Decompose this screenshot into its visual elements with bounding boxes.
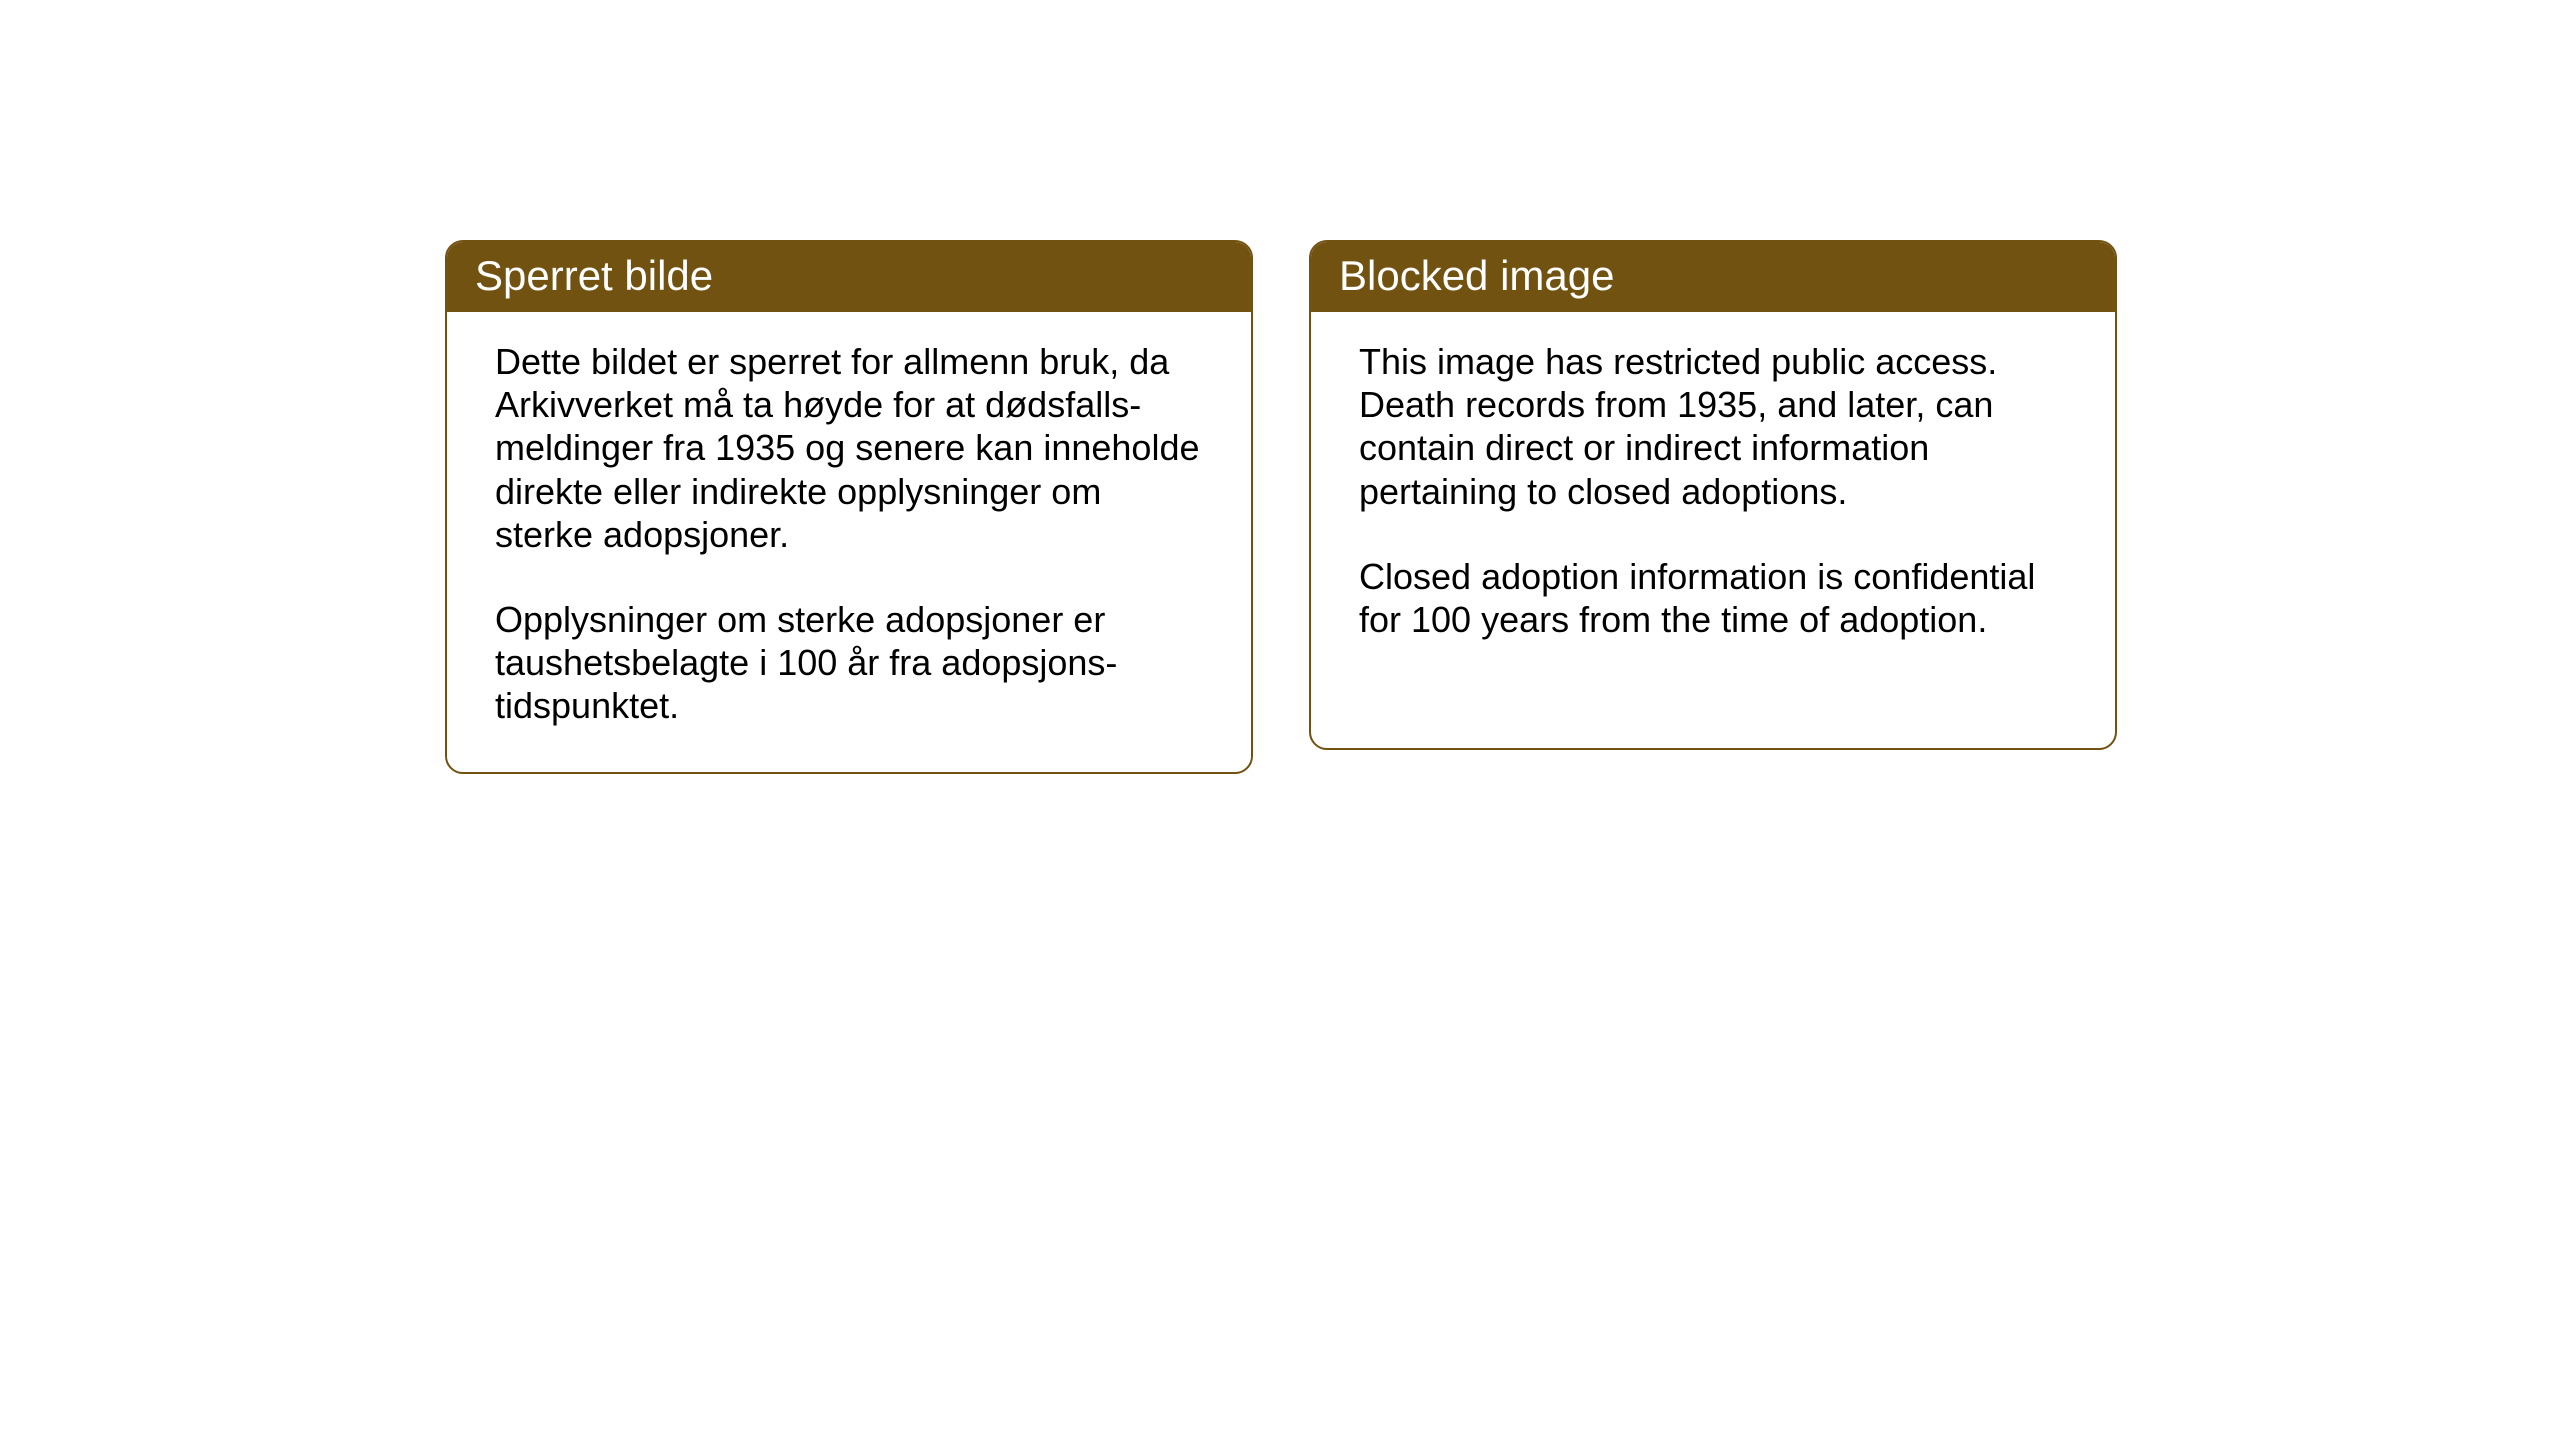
notice-paragraph-1-english: This image has restricted public access.… (1359, 340, 2067, 513)
notice-header-english: Blocked image (1311, 242, 2115, 312)
notice-paragraph-2-english: Closed adoption information is confident… (1359, 555, 2067, 641)
notice-paragraph-1-norwegian: Dette bildet er sperret for allmenn bruk… (495, 340, 1203, 556)
notice-paragraph-2-norwegian: Opplysninger om sterke adopsjoner er tau… (495, 598, 1203, 728)
notice-body-norwegian: Dette bildet er sperret for allmenn bruk… (447, 312, 1251, 772)
notice-card-norwegian: Sperret bilde Dette bildet er sperret fo… (445, 240, 1253, 774)
notice-card-english: Blocked image This image has restricted … (1309, 240, 2117, 750)
notice-container: Sperret bilde Dette bildet er sperret fo… (0, 0, 2560, 774)
notice-header-norwegian: Sperret bilde (447, 242, 1251, 312)
notice-body-english: This image has restricted public access.… (1311, 312, 2115, 685)
